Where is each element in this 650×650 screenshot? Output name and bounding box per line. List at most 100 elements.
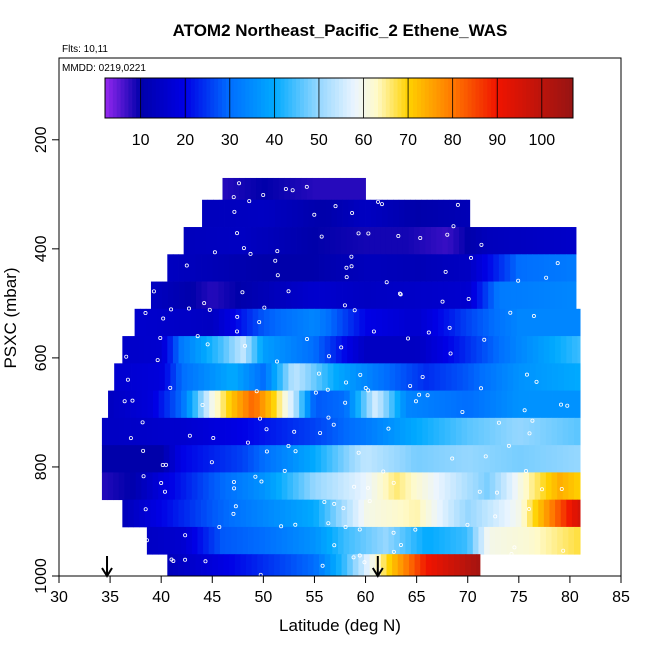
heatmap-cell [252, 308, 259, 337]
heatmap-cell [231, 417, 238, 446]
heatmap-cell [476, 336, 483, 364]
heatmap-cell [394, 472, 401, 501]
heatmap-cell [219, 445, 226, 473]
heatmap-cell [156, 281, 163, 310]
heatmap-cell [341, 499, 348, 528]
heatmap-cell [153, 363, 160, 392]
heatmap-cell [253, 526, 260, 555]
heatmap-cell [220, 390, 227, 419]
heatmap-cell [426, 199, 433, 228]
heatmap-cell [487, 254, 494, 282]
heatmap-cell [409, 199, 417, 228]
heatmap-cell [276, 417, 283, 446]
heatmap-cell [554, 227, 561, 255]
heatmap-cell [444, 472, 451, 501]
heatmap-cell [124, 390, 131, 419]
heatmap-cell [556, 308, 563, 337]
heatmap-cell [178, 499, 185, 528]
heatmap-cell [342, 199, 349, 228]
heatmap-cell [236, 417, 243, 446]
heatmap-cell [409, 281, 416, 310]
heatmap-cell [360, 445, 367, 473]
colorbar-segment [307, 78, 313, 118]
heatmap-cell [218, 308, 225, 337]
heatmap-cell [175, 390, 182, 419]
heatmap-cell [459, 336, 466, 364]
heatmap-cell [551, 417, 558, 446]
heatmap-cell [388, 417, 395, 446]
heatmap-cell [493, 499, 500, 528]
heatmap-cell [262, 336, 269, 364]
heatmap-cell [500, 472, 507, 501]
heatmap-cell [568, 526, 575, 555]
heatmap-cell [237, 390, 244, 419]
heatmap-cell [136, 363, 143, 392]
heatmap-cell [178, 554, 185, 577]
sample-point [231, 195, 236, 200]
sample-point [455, 202, 460, 207]
heatmap-cell [320, 308, 327, 337]
heatmap-cell [231, 390, 238, 419]
heatmap-cell [257, 554, 264, 577]
heatmap-cell [184, 499, 191, 528]
heatmap-cell [293, 445, 300, 473]
heatmap-cell [428, 390, 435, 419]
heatmap-cell [533, 308, 540, 337]
heatmap-cell [321, 417, 328, 446]
heatmap-cell [439, 472, 446, 501]
heatmap-cell [336, 199, 343, 228]
heatmap-cell [172, 336, 179, 364]
heatmap-cell [236, 445, 243, 473]
heatmap-cell [555, 499, 562, 528]
heatmap-cell [433, 445, 440, 473]
heatmap-cell [405, 417, 412, 446]
heatmap-cell [304, 417, 311, 446]
heatmap-cell [264, 417, 271, 446]
heatmap-cell [242, 472, 249, 501]
sample-point [237, 181, 242, 186]
heatmap-cell [521, 254, 528, 282]
heatmap-cell [245, 336, 253, 364]
heatmap-cell [411, 390, 418, 419]
sample-point [254, 389, 259, 394]
colorbar-segment [471, 78, 476, 118]
heatmap-cell [305, 363, 312, 392]
heatmap-cell [203, 417, 210, 446]
heatmap-cell [468, 363, 475, 392]
heatmap-cell [386, 254, 393, 282]
heatmap-cell [449, 308, 456, 337]
heatmap-cell [555, 336, 562, 364]
sample-point [293, 449, 298, 454]
heatmap-cell [274, 336, 281, 364]
heatmap-cell [135, 417, 142, 446]
colorbar-segment [565, 78, 570, 118]
heatmap-cell [302, 254, 309, 282]
heatmap-cell [295, 177, 302, 201]
heatmap-cell [135, 472, 142, 501]
heatmap-cell [281, 417, 288, 446]
heatmap-cell [290, 554, 297, 577]
heatmap-cell [263, 199, 270, 228]
heatmap-cell [487, 336, 494, 364]
heatmap-cell [403, 281, 410, 310]
heatmap-cell [174, 417, 181, 446]
heatmap-cell [421, 308, 428, 337]
heatmap-cell [245, 254, 253, 282]
heatmap-cell [364, 554, 371, 577]
sample-point [450, 456, 455, 461]
heatmap-cell [394, 417, 401, 446]
heatmap-cell [271, 390, 278, 419]
sample-point [352, 484, 357, 489]
heatmap-cell [279, 227, 286, 255]
heatmap-cell [319, 281, 326, 310]
heatmap-cell [279, 554, 286, 577]
sample-point [151, 289, 156, 294]
heatmap-cell [251, 499, 258, 528]
heatmap-band [122, 499, 581, 528]
colorbar-segment [190, 78, 196, 118]
heatmap-cell [206, 336, 213, 364]
heatmap-cell [557, 472, 564, 501]
heatmap-cell [235, 199, 242, 228]
heatmap-cell [297, 308, 304, 337]
colorbar-segment [440, 78, 445, 118]
